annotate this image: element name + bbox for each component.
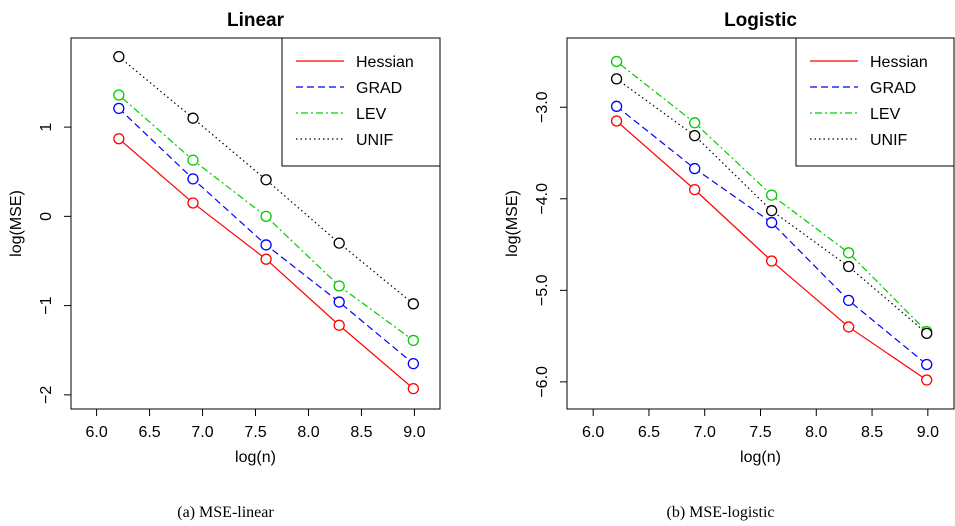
- x-tick-label: 6.5: [638, 424, 660, 441]
- y-axis-label: log(MSE): [504, 190, 521, 257]
- legend-label: GRAD: [356, 80, 402, 97]
- data-point-hessian: [187, 197, 199, 209]
- series-line-unif: [118, 56, 414, 305]
- x-tick-label: 6.5: [138, 424, 160, 441]
- data-point-lev: [260, 210, 272, 223]
- data-point-hessian: [610, 115, 623, 127]
- legend: Hessian GRAD LEV UNIF: [281, 37, 441, 167]
- series-line-unif: [616, 78, 928, 334]
- data-point-grad: [921, 358, 933, 371]
- x-tick-label: 6.0: [582, 424, 604, 441]
- data-point-unif: [610, 73, 623, 85]
- figure-caption: (b) MSE-logistic: [667, 504, 775, 521]
- data-point-hessian: [407, 382, 419, 395]
- data-point-grad: [842, 294, 855, 307]
- y-tick-label: 0: [38, 212, 55, 221]
- legend-label: LEV: [356, 106, 387, 123]
- x-axis-label: log(n): [740, 449, 781, 466]
- data-point-unif: [333, 237, 345, 249]
- data-point-lev: [689, 117, 701, 129]
- data-point-unif: [113, 50, 125, 63]
- data-point-grad: [187, 173, 199, 185]
- x-axis-label: log(n): [235, 449, 276, 466]
- x-tick-label: 7.0: [694, 424, 716, 441]
- data-point-grad: [260, 239, 272, 251]
- x-tick-label: 9.0: [917, 424, 939, 441]
- chart-panel-2: Logistic 6.0 6.5 7.0 7.5 8.0 8.5 9.0 log(n) −6.0 −…: [504, 10, 955, 521]
- x-tick-label: 7.0: [191, 424, 213, 441]
- x-tick-label: 6.0: [85, 424, 107, 441]
- data-point-grad: [689, 162, 701, 175]
- x-tick-label: 7.5: [244, 424, 266, 441]
- legend-label: GRAD: [870, 80, 916, 97]
- data-point-lev: [113, 89, 125, 101]
- y-tick-label: −4.0: [534, 183, 551, 215]
- data-point-grad: [766, 216, 778, 229]
- y-tick-label: −3.0: [534, 91, 551, 123]
- legend-label: UNIF: [356, 132, 394, 149]
- y-tick-label: −1: [38, 296, 55, 314]
- legend-label: Hessian: [356, 54, 414, 71]
- data-point-unif: [260, 174, 272, 186]
- y-tick-label: −6.0: [534, 366, 551, 398]
- data-point-unif: [766, 205, 778, 217]
- legend-label: LEV: [870, 106, 901, 123]
- data-point-unif: [842, 260, 855, 273]
- x-tick-label: 8.5: [350, 424, 372, 441]
- data-point-lev: [407, 334, 419, 347]
- legend-label: UNIF: [870, 132, 908, 149]
- chart-panel-1: Linear 6.0 6.5 7.0 7.5 8.0 8.5 9.0 log(n) −2 −1 0 1 l…: [8, 10, 441, 521]
- data-point-lev: [333, 280, 345, 292]
- data-point-unif: [921, 327, 933, 339]
- data-point-grad: [113, 102, 125, 115]
- chart-title: Logistic: [724, 10, 797, 31]
- data-point-grad: [333, 296, 345, 308]
- data-point-unif: [187, 112, 199, 124]
- x-tick-label: 7.5: [749, 424, 771, 441]
- legend-box: [281, 37, 441, 167]
- data-point-unif: [407, 298, 419, 310]
- legend-label: Hessian: [870, 54, 928, 71]
- data-point-lev: [187, 154, 199, 166]
- chart-title: Linear: [227, 10, 285, 31]
- data-point-lev: [842, 247, 855, 259]
- data-point-hessian: [842, 321, 855, 333]
- x-tick-label: 8.0: [297, 424, 319, 441]
- data-point-grad: [407, 357, 419, 370]
- legend: Hessian GRAD LEV UNIF: [795, 37, 955, 167]
- data-point-hessian: [689, 183, 701, 196]
- x-tick-label: 9.0: [403, 424, 425, 441]
- data-point-lev: [766, 189, 778, 201]
- data-point-hessian: [113, 133, 125, 145]
- legend-box: [795, 37, 955, 167]
- x-tick-label: 8.5: [861, 424, 883, 441]
- data-point-hessian: [333, 319, 345, 331]
- y-tick-label: −2: [38, 386, 55, 404]
- y-tick-label: −5.0: [534, 274, 551, 306]
- y-tick-label: 1: [38, 123, 55, 132]
- data-point-lev: [610, 55, 623, 68]
- data-point-hessian: [766, 255, 778, 267]
- x-tick-label: 8.0: [805, 424, 827, 441]
- data-point-grad: [610, 100, 623, 112]
- data-point-hessian: [921, 374, 933, 386]
- y-axis-label: log(MSE): [8, 190, 25, 257]
- data-point-unif: [689, 129, 701, 142]
- data-point-hessian: [260, 253, 272, 265]
- figure-caption: (a) MSE-linear: [177, 504, 274, 521]
